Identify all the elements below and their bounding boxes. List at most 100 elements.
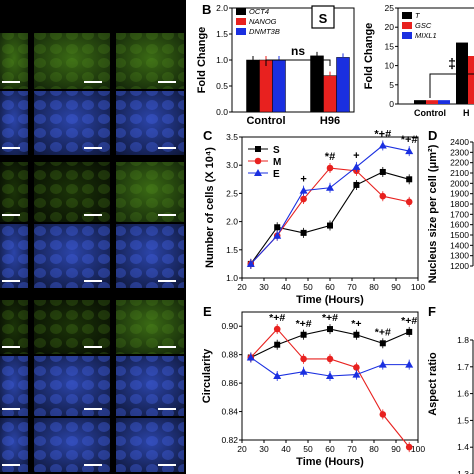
y-tick-label: 1.5: [457, 415, 469, 425]
bar: [272, 59, 286, 113]
series-line: [250, 167, 410, 265]
data-point-square: [406, 328, 413, 335]
data-point-triangle: [326, 372, 334, 379]
legend-label: NANOG: [249, 17, 277, 26]
data-point-triangle: [246, 353, 255, 361]
y-axis-label: Circularity: [201, 348, 213, 403]
y-tick-label: 0.86: [221, 378, 238, 388]
x-tick-label: 50: [303, 444, 313, 454]
y-tick-label: 0.84: [221, 407, 238, 417]
y-tick-label: 1200: [450, 261, 469, 271]
x-tick-label: 40: [281, 444, 291, 454]
y-tick-label: 0.90: [221, 321, 238, 331]
significance-bracket: [429, 73, 474, 98]
y-tick-label: 1.0: [216, 55, 228, 65]
data-point-triangle: [378, 360, 387, 368]
bar: [310, 55, 324, 113]
y-tick-label: 2.5: [226, 188, 238, 198]
y-tick-label: 0.88: [221, 350, 238, 360]
x-axis-label: Time (Hours): [296, 456, 364, 468]
bar: [323, 75, 337, 113]
data-point-circle: [379, 411, 387, 418]
y-tick-label: 0: [389, 99, 394, 109]
y-tick-label: 5: [389, 80, 394, 90]
legend-label: OCT4: [249, 7, 269, 16]
data-point-triangle: [378, 141, 387, 149]
data-point-circle: [254, 157, 262, 165]
bar: [438, 100, 450, 104]
significance-label: ns: [291, 44, 305, 58]
micrograph-texture: [34, 33, 110, 89]
data-point-triangle: [405, 147, 414, 155]
y-tick-label: 1.7: [457, 362, 469, 372]
micrograph-texture: [34, 356, 110, 416]
y-tick-label: 1.5: [216, 29, 228, 39]
y-tick-label: 1400: [450, 240, 469, 250]
x-tick-label: 90: [391, 282, 401, 292]
micrograph-texture: [116, 224, 184, 288]
x-tick-label: 70: [347, 282, 357, 292]
micrograph-texture: [34, 418, 110, 472]
y-tick-label: 2.0: [216, 3, 228, 13]
legend-label: T: [415, 11, 421, 20]
micrograph-texture: [116, 91, 184, 155]
legend-swatch: [402, 12, 412, 19]
data-point-square: [327, 326, 333, 333]
panel-label-c: C: [203, 128, 213, 143]
data-point-square: [353, 331, 360, 338]
micrograph-texture: [0, 33, 28, 89]
y-tick-label: 3.0: [226, 160, 238, 170]
y-tick-label: 1.6: [457, 389, 469, 399]
y-tick-label: 0.5: [216, 81, 228, 91]
x-tick-label: 30: [259, 282, 269, 292]
x-tick-label: 100: [411, 282, 425, 292]
y-tick-label: 2200: [450, 158, 469, 168]
y-tick-label: 2000: [450, 178, 469, 188]
bar: [426, 100, 438, 104]
y-axis-label: Nucleus size per cell (μm²): [427, 144, 439, 283]
x-tick-label: H96: [320, 115, 340, 127]
bar: [259, 59, 273, 113]
panel-label-b: B: [202, 2, 211, 17]
panel-label-d: D: [428, 128, 437, 143]
bar: [468, 56, 474, 104]
micrograph-texture: [34, 300, 110, 354]
micrograph-texture: [116, 300, 184, 354]
x-tick-label: H: [463, 108, 470, 118]
y-tick-label: 1600: [450, 220, 469, 230]
y-axis-label: Fold Change: [196, 27, 208, 94]
data-point-square: [379, 340, 386, 347]
significance-marker: *+#: [296, 318, 312, 330]
bar: [456, 42, 468, 104]
chart-f: 1.3 1.4 1.5 1.6 1.7 1.8 Aspect ratio: [427, 335, 474, 474]
y-tick-label: 1300: [450, 251, 469, 261]
x-tick-label: 50: [303, 282, 313, 292]
y-tick-label: 2400: [450, 137, 469, 147]
chart-d: 1200130014001500160017001800190020002100…: [427, 137, 474, 283]
micrograph-texture: [0, 162, 28, 222]
y-tick-label: 1700: [450, 209, 469, 219]
data-point-triangle: [299, 367, 308, 375]
data-point-circle: [300, 355, 307, 363]
y-tick-label: 20: [385, 22, 395, 32]
significance-marker: +: [300, 174, 306, 186]
x-tick-label: 80: [369, 282, 379, 292]
microscopy-tiles: [0, 33, 184, 472]
data-point-square: [255, 146, 261, 152]
chart-b: 0.0 0.5 1.0 1.5 2.0 Fold Change Control H96 OCT4…: [196, 3, 355, 127]
x-tick-label: 20: [237, 282, 247, 292]
y-axis-label: Number of cells (X 10⁴): [204, 147, 216, 268]
x-tick-label: 30: [259, 444, 269, 454]
significance-marker: *+#: [375, 326, 391, 338]
chart-e: 0.82 0.84 0.86 0.88 0.90 20 30 40 50 60 70 80 90 100 T…: [201, 311, 425, 468]
data-point-square: [379, 168, 386, 175]
data-point-circle: [326, 164, 334, 172]
y-tick-label: 1800: [450, 199, 469, 209]
legend-label: S: [273, 145, 280, 156]
x-tick-label: 70: [347, 444, 357, 454]
data-point-triangle: [352, 162, 361, 170]
data-point-circle: [405, 443, 413, 451]
y-tick-label: 1.3: [457, 469, 469, 474]
column-header-1: 8: [0, 14, 7, 29]
